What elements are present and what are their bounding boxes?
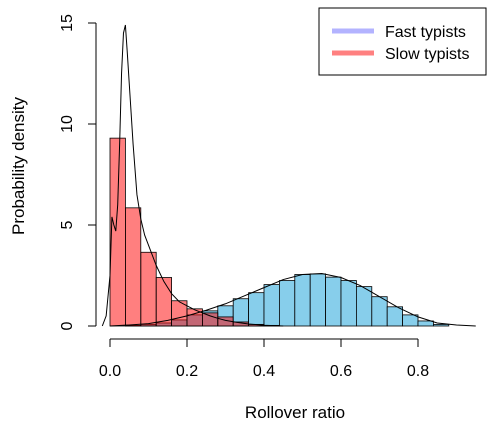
y-tick-label: 15 [59,14,76,32]
slow-typists-bar [140,251,157,327]
y-tick-label: 5 [59,220,76,229]
fast-typists-bar [432,323,450,327]
slow-typists-bars [109,137,280,327]
legend-box [318,7,487,76]
slow-typists-bar [155,277,172,327]
legend-label-fast-typists: Fast typists [385,24,466,41]
y-axis-ticks: 0 5 10 15 [59,14,96,330]
x-axis-ticks: 0.0 0.2 0.4 0.6 0.8 [99,339,429,380]
x-tick-label: 0.8 [407,363,429,380]
fast-typists-bar [294,274,311,327]
fast-typists-bar [371,296,388,327]
x-tick-label: 0.2 [176,363,198,380]
slow-typists-bar [125,207,142,327]
fast-typists-bar [263,284,280,327]
x-axis-title: Rollover ratio [245,403,345,422]
fast-typists-bar [355,286,373,327]
slow-typists-bar [201,312,219,327]
fast-typists-bar [325,276,342,327]
legend-label-slow-typists: Slow typists [385,46,469,63]
density-curves [101,24,476,327]
fast-typists-bar [402,314,419,327]
fast-typists-bar [278,280,296,327]
legend: Fast typists Slow typists [318,7,487,76]
x-tick-label: 0.4 [253,363,275,380]
fast-typists-bar [340,280,357,327]
x-tick-label: 0.6 [330,363,352,380]
fast-typists-bar [248,292,265,327]
x-tick-label: 0.0 [99,363,121,380]
slow-typists-density-curve [101,24,284,327]
slow-typists-bar [109,137,126,327]
y-axis-title: Probability density [9,97,28,235]
fast-typists-bar [417,320,434,327]
y-tick-label: 0 [59,321,76,330]
fast-typists-bar [386,306,404,327]
slow-typists-bar [186,308,203,327]
fast-typists-density-curve [109,272,476,327]
y-tick-label: 10 [59,115,76,133]
fast-typists-bar [309,273,327,327]
